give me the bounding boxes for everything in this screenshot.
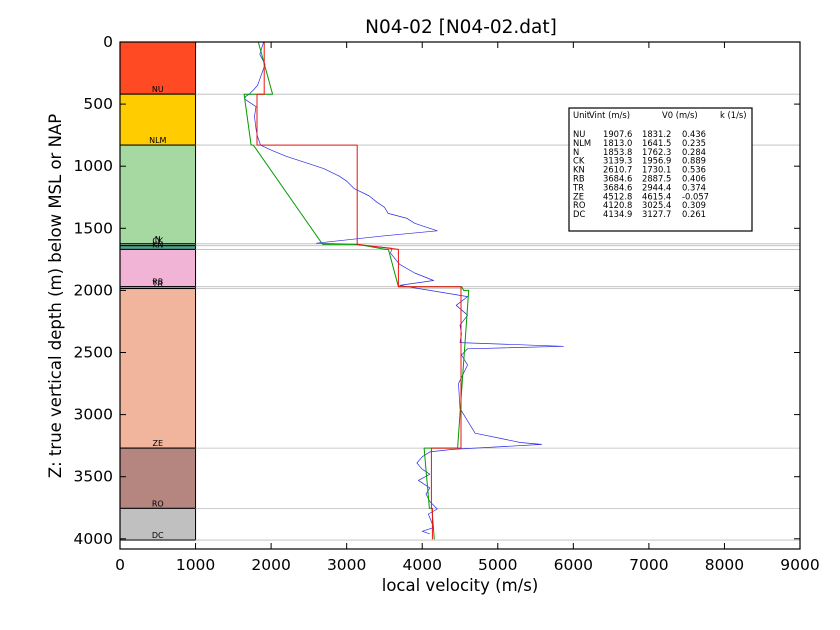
table-unit-cell: N [573, 147, 579, 157]
unit-block-ze [119, 288, 197, 449]
table-value-cell: 2610.7 [603, 165, 632, 175]
y-tick-label: 1000 [74, 157, 113, 175]
unit-label-dc: DC [152, 531, 164, 540]
table-unit-cell: DC [573, 209, 585, 219]
velocity-series-line-3 [256, 42, 462, 540]
unit-block-nlm [119, 93, 197, 146]
table-header-cell: V0 (m/s) [662, 110, 698, 120]
x-tick-label: 7000 [629, 556, 668, 574]
table-value-cell: 0.374 [682, 182, 706, 192]
table-unit-cell: RO [573, 200, 586, 210]
table-value-cell: 0.406 [682, 174, 706, 184]
x-axis-label: local velocity (m/s) [382, 576, 539, 595]
unit-block-ro [119, 447, 197, 509]
table-value-cell: 1762.3 [642, 147, 671, 157]
table-value-cell: 1730.1 [642, 165, 671, 175]
velocity-series-line-1 [244, 41, 564, 535]
unit-label-nlm: NLM [149, 136, 166, 145]
x-tick-label: 1000 [176, 556, 215, 574]
x-tick-label: 6000 [554, 556, 593, 574]
table-value-cell: 4120.8 [603, 200, 632, 210]
table-value-cell: 4615.4 [642, 191, 671, 201]
axis-ticks: 0 1000 2000 3000 4000 5000 6000 7000 8000 9000 0 50… [74, 33, 820, 574]
table-value-cell: 4134.9 [603, 209, 632, 219]
table-value-cell: 0.261 [682, 209, 706, 219]
table-value-cell: 3684.6 [603, 182, 632, 192]
table-value-cell: 0.436 [682, 129, 706, 139]
x-tick-label: 8000 [705, 556, 744, 574]
table-value-cell: 0.284 [682, 147, 706, 157]
velocity-series [243, 41, 564, 540]
y-tick-label: 500 [83, 95, 113, 113]
table-value-cell: 3127.7 [642, 209, 671, 219]
y-tick-label: 1500 [74, 219, 113, 237]
unit-label-ro: RO [152, 499, 164, 508]
x-tick-label: 5000 [478, 556, 517, 574]
table-value-cell: 3139.3 [603, 156, 632, 166]
unit-block-n [119, 144, 197, 245]
x-tick-label: 9000 [780, 556, 819, 574]
unit-label-ze: ZE [153, 439, 164, 448]
table-unit-cell: NLM [573, 138, 591, 148]
y-axis-label: Z: true vertical depth (m) below MSL or … [46, 114, 65, 478]
y-tick-label: 3000 [74, 406, 113, 424]
y-tick-label: 3500 [74, 468, 113, 486]
table-unit-cell: NU [573, 129, 585, 139]
chart-title: N04-02 [N04-02.dat] [365, 17, 557, 38]
y-tick-label: 2500 [74, 344, 113, 362]
unit-label-nu: NU [152, 85, 164, 94]
table-value-cell: 2887.5 [642, 174, 671, 184]
table-value-cell: 3025.4 [642, 200, 671, 210]
table-value-cell: 1813.0 [603, 138, 632, 148]
unit-label-tr: TR [152, 280, 164, 289]
table-value-cell: 1907.6 [603, 129, 632, 139]
x-tick-label: 2000 [251, 556, 290, 574]
table-unit-cell: RB [573, 174, 585, 184]
y-tick-label: 2000 [74, 281, 113, 299]
velocity-series-line-2 [243, 41, 470, 540]
table-value-cell: -0.057 [682, 191, 709, 201]
table-value-cell: 0.536 [682, 165, 706, 175]
table-value-cell: 0.889 [682, 156, 706, 166]
unit-block-nu [119, 41, 197, 95]
table-value-cell: 1641.5 [642, 138, 671, 148]
table-unit-cell: ZE [573, 191, 584, 201]
table-value-cell: 2944.4 [642, 182, 671, 192]
table-header-cell: k (1/s) [720, 110, 747, 120]
table-unit-cell: CK [573, 156, 585, 166]
x-tick-label: 4000 [402, 556, 441, 574]
table-value-cell: 1956.9 [642, 156, 671, 166]
unit-block-dc [119, 507, 197, 541]
plot-frame [119, 41, 801, 550]
unit-block-rb [119, 248, 197, 288]
table-header-cell: Vint (m/s) [589, 110, 630, 120]
unit-label-ck: CK [152, 237, 164, 246]
unit-label-kn: KN [152, 240, 163, 249]
unit-label-rb: RB [152, 278, 163, 287]
table-header-cell: Unit [573, 110, 591, 120]
unit-label-n: N [155, 235, 161, 244]
table-value-cell: 4512.8 [603, 191, 632, 201]
table-value-cell: 0.309 [682, 200, 706, 210]
table-value-cell: 3684.6 [603, 174, 632, 184]
table-value-cell: 1853.8 [603, 147, 632, 157]
table-unit-cell: TR [572, 182, 584, 192]
y-tick-label: 4000 [74, 530, 113, 548]
table-unit-cell: KN [573, 165, 585, 175]
table-box [568, 107, 753, 232]
table-value-cell: 0.235 [682, 138, 706, 148]
y-tick-label: 0 [103, 33, 113, 51]
x-tick-label: 0 [115, 556, 125, 574]
x-tick-label: 3000 [327, 556, 366, 574]
table-value-cell: 1831.2 [642, 129, 671, 139]
